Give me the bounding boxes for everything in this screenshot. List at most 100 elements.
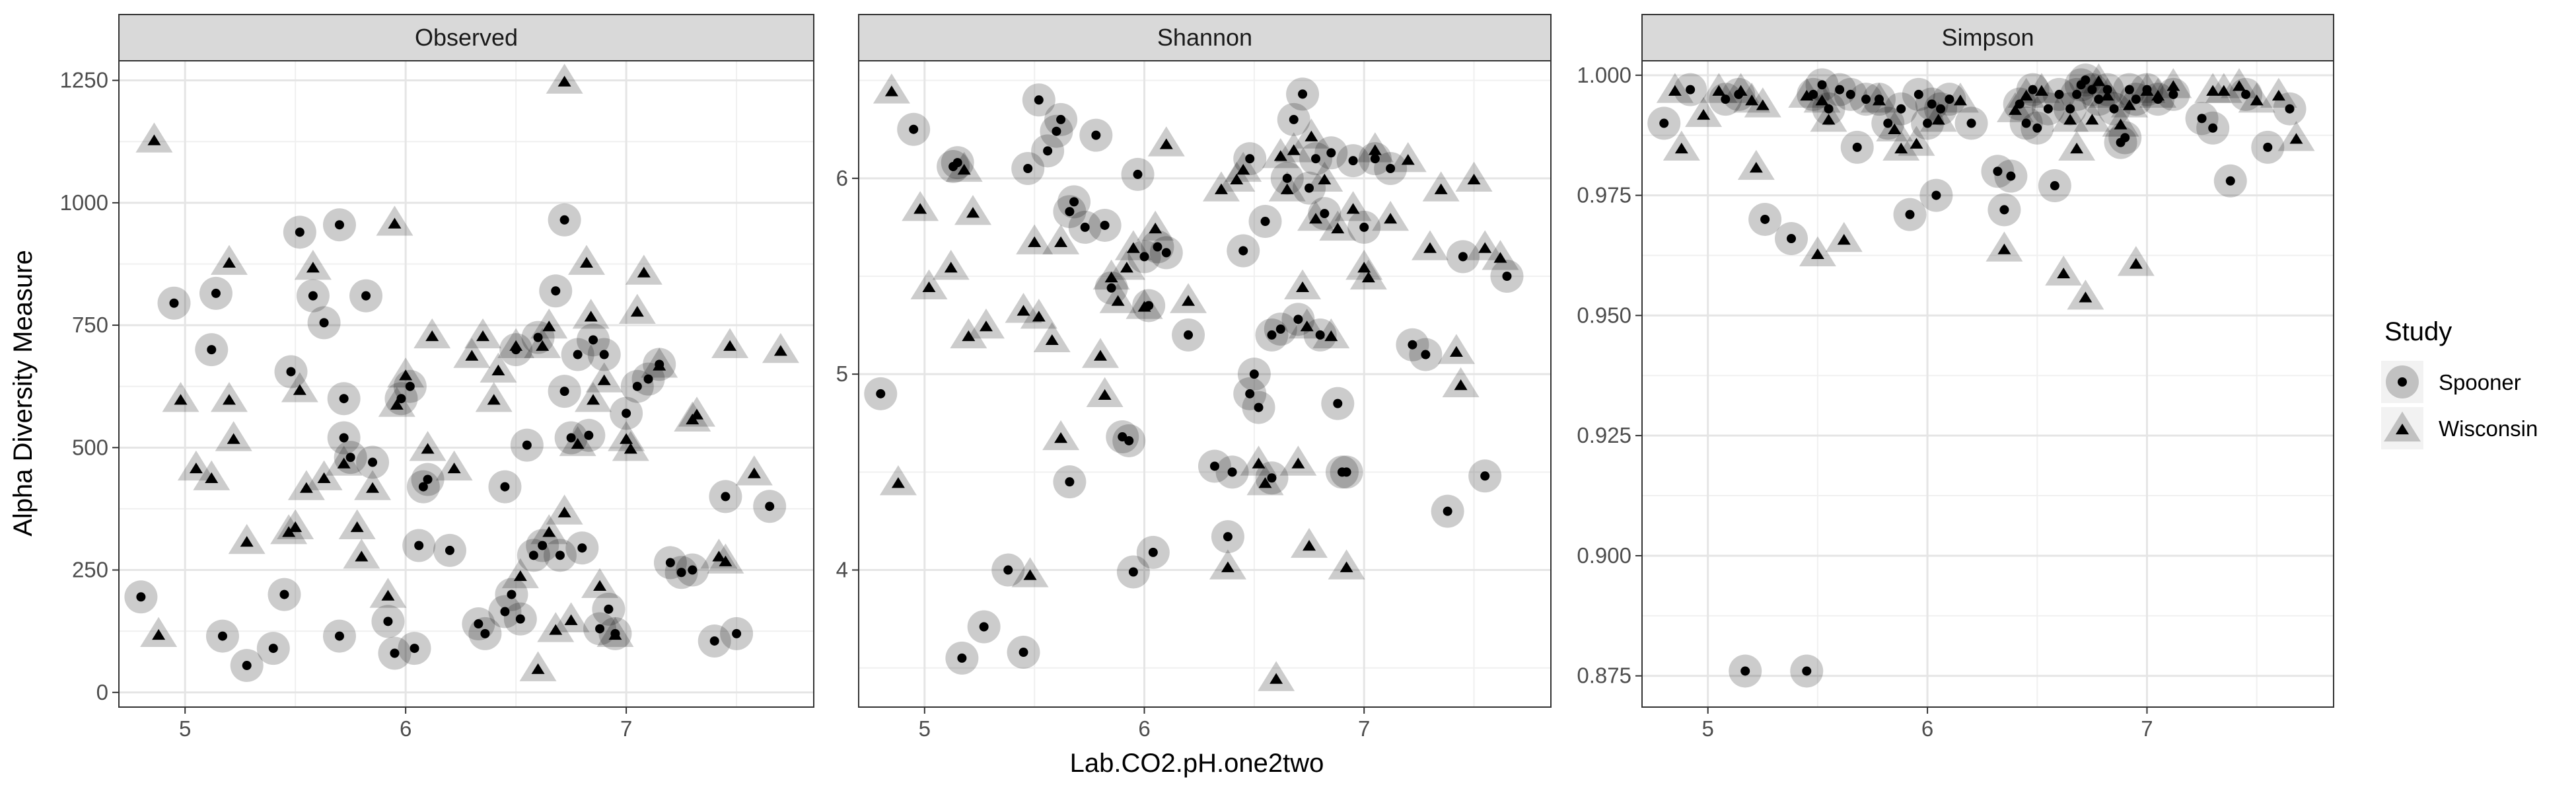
y-tick-label: 0.875: [1577, 663, 1631, 688]
point-spooner: [2102, 85, 2112, 94]
legend-key-triangle: [2396, 424, 2409, 435]
point-spooner: [1861, 94, 1871, 104]
point-wisconsin: [1756, 99, 1770, 110]
point-spooner: [1091, 130, 1101, 140]
point-spooner: [1184, 330, 1194, 340]
point-spooner: [1260, 217, 1270, 227]
point-wisconsin: [1214, 183, 1228, 194]
point-wisconsin: [1182, 295, 1196, 306]
point-wisconsin: [1331, 222, 1345, 234]
point-spooner: [286, 367, 296, 377]
legend-entry-spooner: Spooner: [2381, 361, 2521, 403]
point-wisconsin: [608, 628, 622, 640]
point-spooner: [1282, 173, 1292, 183]
point-wisconsin: [421, 443, 435, 454]
point-wisconsin: [1368, 144, 1382, 155]
y-axis: 4 5 6: [836, 166, 859, 582]
point-spooner: [559, 215, 569, 225]
point-wisconsin: [2129, 258, 2143, 269]
data-points: [124, 63, 799, 683]
point-wisconsin: [1449, 346, 1463, 357]
point-spooner: [1817, 80, 1827, 90]
point-wisconsin: [1303, 540, 1316, 551]
point-wisconsin: [306, 262, 320, 273]
point-spooner: [1993, 167, 2003, 176]
point-wisconsin: [2057, 267, 2071, 279]
point-wisconsin: [593, 580, 607, 591]
point-spooner: [368, 457, 378, 467]
point-spooner: [2072, 89, 2082, 99]
point-wisconsin: [1023, 569, 1037, 580]
point-spooner: [1966, 118, 1976, 128]
point-wisconsin: [1324, 330, 1338, 342]
point-wisconsin: [1291, 457, 1305, 469]
x-tick-label: 5: [179, 716, 191, 741]
point-wisconsin: [719, 555, 733, 566]
x-tick-label: 6: [1138, 716, 1150, 741]
point-spooner: [1999, 205, 2009, 215]
point-wisconsin: [299, 482, 313, 493]
point-spooner: [295, 227, 304, 237]
point-spooner: [1914, 89, 1923, 99]
point-wisconsin: [557, 506, 571, 517]
point-spooner: [1267, 473, 1277, 483]
point-spooner: [528, 550, 538, 560]
point-wisconsin: [2009, 104, 2022, 115]
y-tick-label: 0.925: [1577, 423, 1631, 447]
point-spooner: [423, 474, 433, 484]
point-wisconsin: [289, 521, 303, 533]
x-tick-label: 5: [919, 716, 931, 741]
point-wisconsin: [1340, 561, 1353, 572]
point-spooner: [676, 568, 686, 578]
point-spooner: [732, 628, 742, 638]
point-spooner: [1443, 506, 1452, 516]
point-spooner: [1065, 207, 1075, 217]
panel-border: [118, 60, 814, 708]
point-spooner: [584, 430, 594, 440]
panel-background: [1642, 61, 2334, 707]
point-spooner: [709, 636, 719, 646]
legend-title: Study: [2384, 317, 2452, 346]
point-spooner: [319, 318, 329, 328]
point-wisconsin: [1054, 432, 1068, 443]
point-wisconsin: [390, 398, 404, 410]
point-wisconsin: [366, 482, 380, 493]
point-wisconsin: [1236, 164, 1250, 175]
point-wisconsin: [1815, 94, 1829, 106]
point-wisconsin: [293, 384, 306, 395]
point-wisconsin: [962, 330, 976, 342]
point-wisconsin: [580, 256, 594, 268]
point-wisconsin: [487, 394, 501, 405]
point-spooner: [474, 619, 483, 629]
gridlines: [1642, 61, 2334, 707]
point-wisconsin: [2250, 94, 2264, 106]
point-wisconsin: [536, 340, 550, 351]
point-spooner: [2241, 89, 2251, 99]
point-wisconsin: [205, 472, 219, 483]
facet-strip: [1641, 14, 2334, 61]
point-wisconsin: [2019, 89, 2033, 101]
point-spooner: [909, 124, 919, 134]
point-wisconsin: [922, 281, 936, 293]
point-wisconsin: [1346, 203, 1360, 214]
point-wisconsin: [2140, 85, 2154, 96]
point-wisconsin: [773, 345, 787, 356]
facet-strip: [118, 14, 814, 61]
point-spooner: [1802, 666, 1812, 676]
point-spooner: [414, 541, 424, 550]
point-spooner: [622, 408, 631, 418]
point-spooner: [1227, 467, 1237, 477]
point-wisconsin: [1668, 85, 1682, 96]
point-wisconsin: [355, 550, 369, 562]
point-wisconsin: [2114, 118, 2128, 130]
point-wisconsin: [1888, 123, 1902, 134]
point-wisconsin: [1045, 334, 1059, 346]
panel-background: [119, 61, 814, 707]
point-spooner: [515, 614, 525, 624]
point-spooner: [1034, 95, 1044, 105]
point-spooner: [2131, 94, 2141, 104]
point-spooner: [1370, 154, 1380, 164]
point-spooner: [405, 381, 415, 391]
point-spooner: [1927, 99, 1937, 109]
x-tick-label: 5: [1702, 716, 1714, 741]
